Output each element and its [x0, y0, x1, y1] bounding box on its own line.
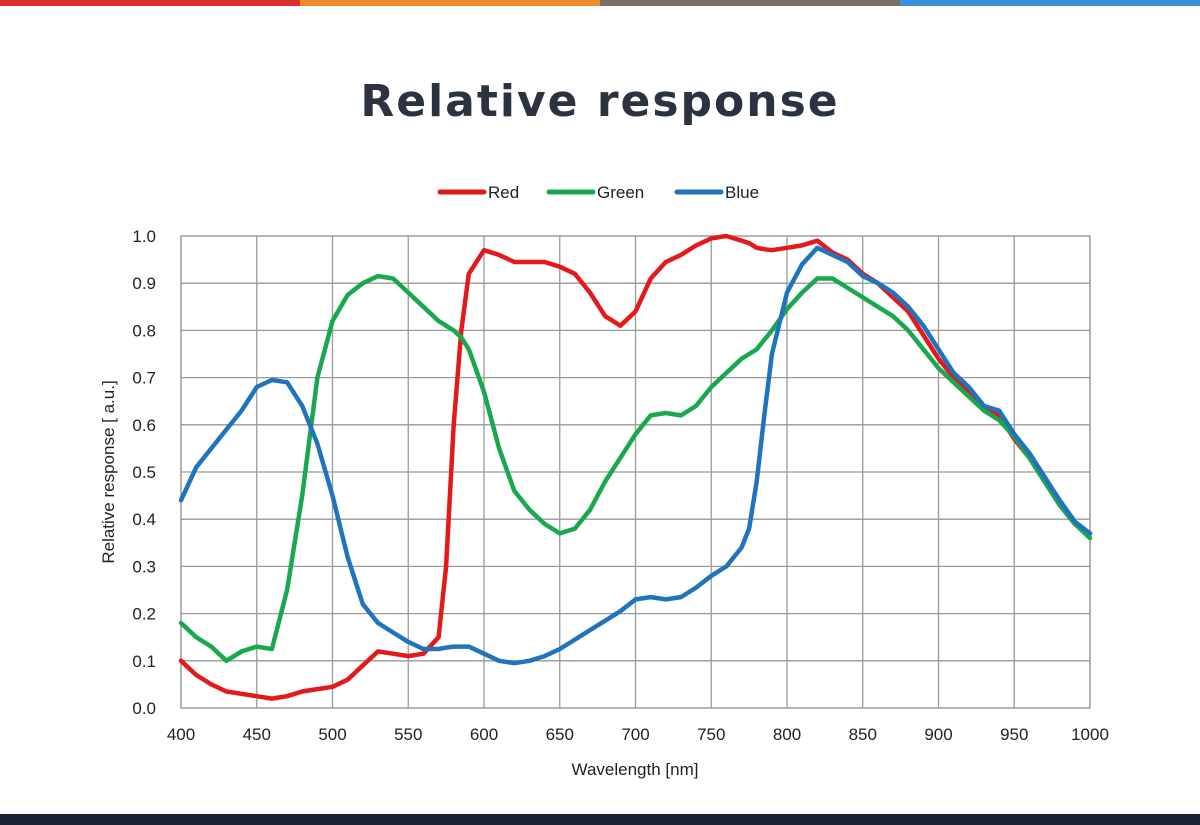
x-tick-label: 800 — [773, 725, 801, 744]
legend-label-blue: Blue — [725, 183, 759, 202]
x-tick-label: 900 — [924, 725, 952, 744]
legend: Red Green Blue — [437, 183, 759, 202]
y-tick-label: 0.9 — [132, 274, 156, 293]
legend-label-red: Red — [488, 183, 519, 202]
y-tick-label: 0.0 — [132, 699, 156, 718]
grid — [180, 235, 1091, 709]
x-tick-label: 550 — [394, 725, 422, 744]
page-title: Relative response — [360, 76, 840, 127]
y-tick-label: 0.6 — [132, 416, 156, 435]
plot-area-border — [180, 235, 1091, 709]
series-line-blue — [178, 245, 1093, 666]
y-tick-label: 0.3 — [132, 557, 156, 576]
stripe-segment — [300, 0, 600, 6]
x-tick-label: 700 — [621, 725, 649, 744]
stripe-segment — [600, 0, 900, 6]
x-tick-label: 500 — [318, 725, 346, 744]
y-tick-label: 0.4 — [132, 510, 156, 529]
y-tick-label: 0.1 — [132, 652, 156, 671]
y-tick-label: 0.5 — [132, 463, 156, 482]
legend-label-green: Green — [597, 183, 644, 202]
x-tick-label: 750 — [697, 725, 725, 744]
top-color-stripe — [0, 0, 1200, 6]
y-axis-label: Relative response [ a.u.] — [99, 380, 118, 563]
stripe-segment — [0, 0, 300, 6]
x-tick-label: 650 — [546, 725, 574, 744]
y-tick-label: 0.7 — [132, 369, 156, 388]
x-tick-label: 1000 — [1071, 725, 1109, 744]
series-line-red — [178, 233, 1093, 701]
x-tick-label: 950 — [1000, 725, 1028, 744]
stripe-segment — [900, 0, 1200, 6]
series-line-green — [178, 273, 1093, 664]
footer-bar — [0, 814, 1200, 825]
x-tick-label: 850 — [849, 725, 877, 744]
x-tick-label: 400 — [167, 725, 195, 744]
y-tick-label: 0.2 — [132, 605, 156, 624]
x-tick-label: 450 — [243, 725, 271, 744]
y-tick-label: 0.8 — [132, 321, 156, 340]
series-lines — [178, 233, 1093, 701]
x-axis-label: Wavelength [nm] — [572, 760, 699, 779]
tick-labels: 400 450 500 550 600 650 700 750 800 850 900 950 1000… — [132, 227, 1109, 744]
x-tick-label: 600 — [470, 725, 498, 744]
y-tick-label: 1.0 — [132, 227, 156, 246]
